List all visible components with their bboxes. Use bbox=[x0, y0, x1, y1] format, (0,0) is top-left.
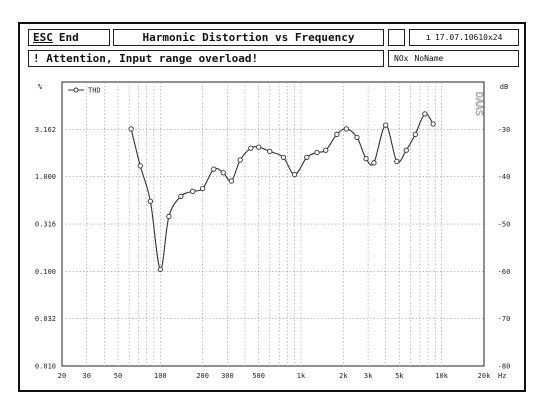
thd-data-point bbox=[383, 122, 389, 128]
y-tick-label-left: 0.010 bbox=[35, 363, 56, 371]
x-tick-label: 300 bbox=[221, 372, 234, 380]
thd-data-point bbox=[422, 111, 428, 117]
thd-data-point bbox=[323, 147, 329, 153]
thd-data-point bbox=[166, 213, 172, 220]
x-tick-label: 1k bbox=[297, 372, 306, 380]
thd-data-point bbox=[147, 198, 154, 204]
y-tick-label-right: -50 bbox=[498, 221, 511, 229]
y-tick-label-right: -70 bbox=[498, 315, 511, 323]
thd-data-point bbox=[267, 148, 273, 155]
datetime-box: ı 17.07.10610x24 bbox=[409, 29, 519, 46]
end-label: End bbox=[58, 31, 79, 44]
thd-data-point bbox=[430, 121, 436, 127]
x-tick-label: 50 bbox=[114, 372, 122, 380]
x-tick-label: 500 bbox=[252, 372, 265, 380]
thd-data-point bbox=[291, 172, 298, 178]
y-tick-label-right: -60 bbox=[498, 268, 511, 276]
analyzer-window: ESC End Harmonic Distortion vs Frequency… bbox=[18, 22, 526, 392]
legend-label: THD bbox=[88, 87, 101, 95]
thd-data-point bbox=[363, 155, 369, 162]
y-tick-label-right: -30 bbox=[498, 126, 511, 134]
blank-button[interactable] bbox=[388, 29, 405, 46]
thd-data-point bbox=[255, 144, 262, 150]
esc-key-label: ESC bbox=[33, 31, 53, 44]
thd-data-point bbox=[354, 134, 360, 141]
thd-data-point bbox=[228, 178, 235, 184]
x-tick-label: 3k bbox=[364, 372, 373, 380]
watermark-text: DAAS bbox=[473, 92, 484, 116]
info-icon: ı bbox=[425, 32, 431, 43]
thd-data-point bbox=[394, 158, 400, 165]
thd-data-point bbox=[157, 266, 163, 272]
thd-data-point bbox=[304, 154, 310, 160]
thd-data-point bbox=[280, 154, 287, 160]
thd-data-point bbox=[211, 166, 217, 172]
thd-data-point bbox=[220, 170, 226, 176]
datetime-text: 17.07.10610x24 bbox=[434, 33, 503, 42]
file-icon: NOx bbox=[394, 54, 409, 63]
x-tick-label: 10k bbox=[435, 372, 448, 380]
thd-data-point bbox=[128, 126, 134, 132]
y-tick-label-left: 0.316 bbox=[35, 221, 56, 229]
thd-data-point bbox=[137, 163, 143, 169]
thd-data-point bbox=[237, 157, 243, 163]
thd-chart: 20 30 50 100 200 300 500 1k 2k 3k 5k 10k 20k Hz 0.010 0… bbox=[35, 81, 511, 380]
file-name-box[interactable]: NOx NoName bbox=[388, 50, 519, 67]
x-axis-label: Hz bbox=[498, 372, 506, 380]
y-tick-label-right: -80 bbox=[498, 363, 511, 371]
thd-data-point bbox=[248, 145, 254, 151]
y-axis-label-left: % bbox=[38, 83, 43, 91]
y-tick-label-left: 0.100 bbox=[35, 268, 56, 276]
x-tick-label: 20k bbox=[478, 372, 491, 380]
thd-data-point bbox=[334, 131, 340, 137]
x-tick-label: 200 bbox=[196, 372, 209, 380]
thd-data-point bbox=[200, 185, 206, 192]
thd-data-point bbox=[403, 147, 409, 153]
chart-title: Harmonic Distortion vs Frequency bbox=[113, 29, 384, 46]
legend-marker bbox=[73, 87, 79, 93]
thd-data-point bbox=[178, 193, 184, 199]
y-axis-label-right: dB bbox=[500, 83, 508, 91]
end-button[interactable]: ESC End bbox=[28, 29, 110, 46]
thd-data-point bbox=[190, 188, 196, 194]
y-tick-label-left: 0.032 bbox=[35, 315, 56, 323]
x-tick-label: 20 bbox=[58, 372, 66, 380]
thd-data-point bbox=[371, 160, 377, 166]
x-tick-label: 2k bbox=[339, 372, 348, 380]
thd-data-point bbox=[314, 149, 320, 156]
x-tick-label: 5k bbox=[395, 372, 404, 380]
x-tick-label: 100 bbox=[154, 372, 167, 380]
thd-data-point bbox=[412, 131, 418, 137]
file-name: NoName bbox=[414, 54, 444, 63]
status-message: ! Attention, Input range overload! bbox=[28, 50, 384, 67]
y-tick-label-right: -40 bbox=[498, 173, 511, 181]
y-tick-label-left: 3.162 bbox=[35, 126, 56, 134]
thd-data-point bbox=[343, 126, 349, 132]
x-tick-label: 30 bbox=[83, 372, 91, 380]
y-tick-label-left: 1.000 bbox=[35, 173, 56, 181]
